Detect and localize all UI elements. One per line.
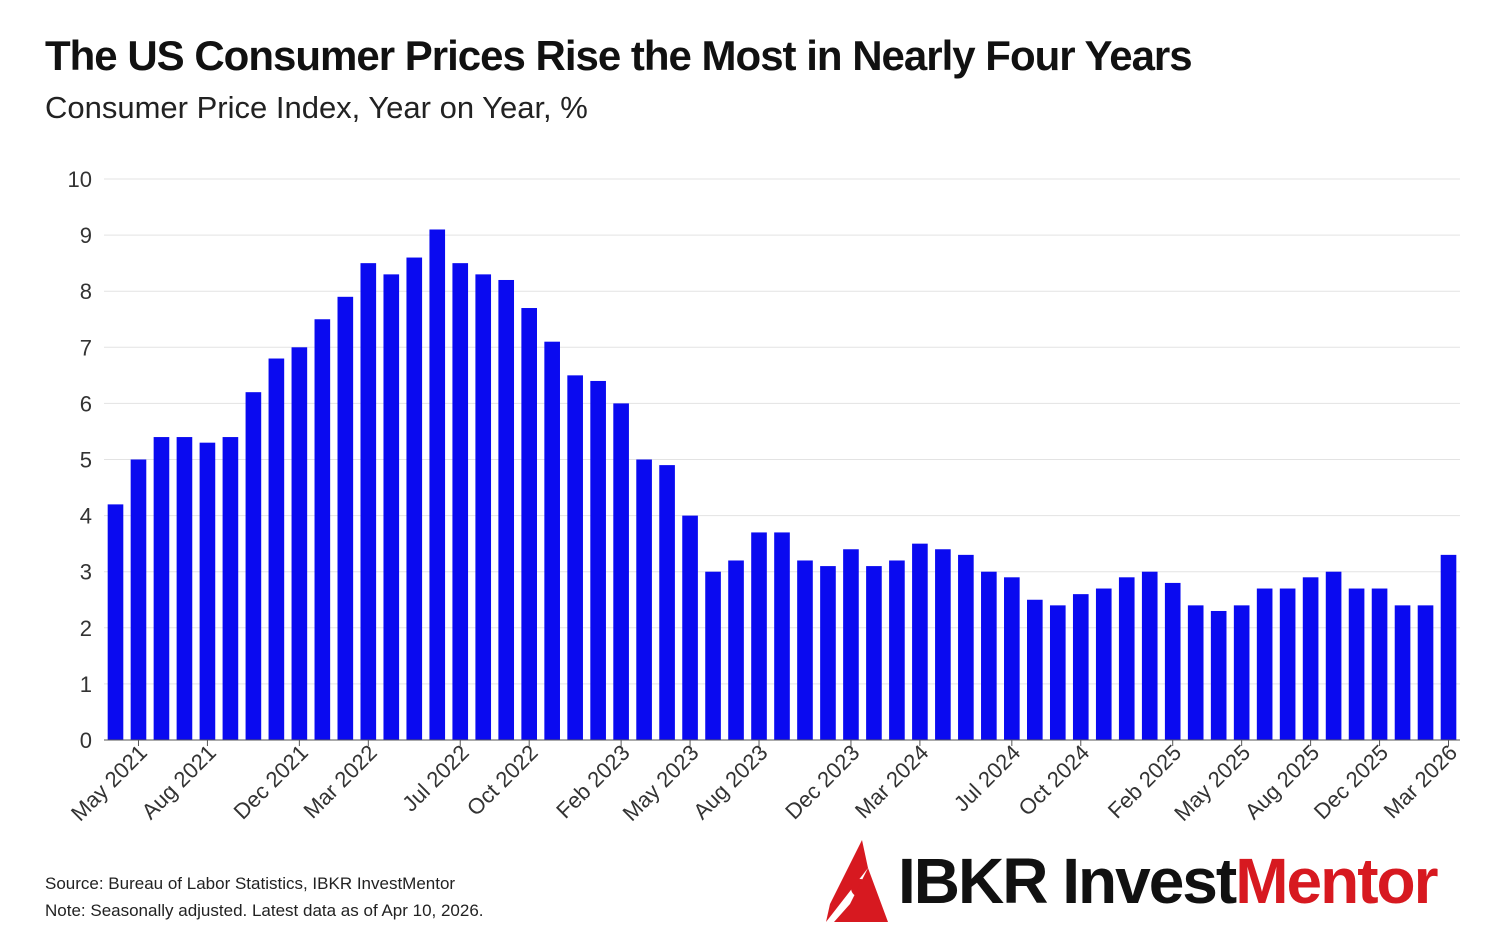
ibkr-investmentor-logo: IBKR InvestMentor <box>820 838 1470 928</box>
x-tick-label: Mar 2022 <box>298 740 381 823</box>
x-tick-label: Mar 2026 <box>1379 740 1462 823</box>
y-tick-label: 2 <box>80 616 92 641</box>
y-tick-label: 9 <box>80 223 92 248</box>
bar <box>797 560 813 740</box>
bar <box>889 560 905 740</box>
bar <box>866 566 882 740</box>
bar <box>981 571 997 740</box>
x-tick-label: Jul 2022 <box>397 740 474 817</box>
bar <box>429 229 446 741</box>
x-tick-label: Mar 2024 <box>850 740 933 823</box>
bar <box>820 566 836 740</box>
bar <box>1440 554 1457 740</box>
logo-wordmark: IBKR InvestMentor <box>898 844 1439 918</box>
y-tick-label: 6 <box>80 391 92 416</box>
bar <box>659 465 675 740</box>
logo-wordmark-mentor: Mentor <box>1235 845 1438 917</box>
bar <box>567 375 583 740</box>
bar <box>1210 610 1227 740</box>
bar <box>1302 577 1319 740</box>
x-tick-label: May 2023 <box>618 740 704 826</box>
x-tick-label: May 2025 <box>1169 740 1255 826</box>
ibkr-red-arrow-icon <box>826 840 888 922</box>
y-tick-label: 3 <box>80 560 92 585</box>
y-tick-label: 7 <box>80 335 92 360</box>
x-tick-label: Dec 2025 <box>1309 740 1393 824</box>
bar <box>1233 605 1250 740</box>
bar <box>1279 588 1296 740</box>
bar <box>774 532 790 740</box>
bar <box>1141 571 1158 740</box>
bar <box>337 296 354 740</box>
bar <box>1095 588 1112 740</box>
y-tick-label: 0 <box>80 728 92 753</box>
bar <box>544 341 560 740</box>
bar <box>245 392 262 740</box>
bar <box>1394 605 1411 740</box>
y-tick-label: 1 <box>80 672 92 697</box>
bar <box>176 437 193 740</box>
bar <box>1026 599 1043 740</box>
x-tick-label: Oct 2024 <box>1014 740 1095 821</box>
bar <box>613 403 629 740</box>
bar <box>1049 605 1066 740</box>
bar <box>1072 594 1089 740</box>
bar <box>1004 577 1020 740</box>
bar <box>1187 605 1204 740</box>
bar <box>1371 588 1388 740</box>
bar <box>705 571 721 740</box>
logo-wordmark-invest: IBKR Invest <box>898 845 1237 917</box>
y-tick-label: 10 <box>68 167 92 192</box>
bar <box>1256 588 1273 740</box>
chart-subtitle: Consumer Price Index, Year on Year, % <box>45 90 588 125</box>
bar <box>1164 582 1181 740</box>
bar <box>1417 605 1434 740</box>
y-tick-label: 4 <box>80 504 92 529</box>
bar <box>291 347 308 740</box>
bar <box>406 257 423 740</box>
x-tick-label: Dec 2021 <box>229 740 313 824</box>
bar <box>130 459 147 740</box>
chart-title: The US Consumer Prices Rise the Most in … <box>45 32 1193 79</box>
bar <box>682 515 698 740</box>
bar <box>590 380 606 740</box>
bar <box>107 504 124 740</box>
bar <box>935 549 951 740</box>
bar <box>958 554 974 740</box>
bar <box>728 560 744 740</box>
source-note: Source: Bureau of Labor Statistics, IBKR… <box>45 874 456 893</box>
x-tick-label: Aug 2021 <box>137 740 221 824</box>
bar <box>199 442 216 740</box>
bar <box>1325 571 1342 740</box>
bar <box>521 308 538 740</box>
bar <box>498 279 515 740</box>
x-tick-label: Oct 2022 <box>462 740 543 821</box>
bar <box>222 437 239 740</box>
bar <box>1118 577 1135 740</box>
x-tick-label: Aug 2023 <box>688 740 772 824</box>
bar <box>360 263 377 740</box>
data-note: Note: Seasonally adjusted. Latest data a… <box>45 901 484 920</box>
bar <box>751 532 767 740</box>
y-tick-label: 5 <box>80 448 92 473</box>
bar <box>636 459 652 740</box>
bar <box>314 319 331 740</box>
bar <box>1348 588 1365 740</box>
bar <box>268 358 285 740</box>
bar <box>843 549 859 740</box>
x-tick-label: Dec 2023 <box>780 740 864 824</box>
x-tick-label: Jul 2024 <box>949 740 1026 817</box>
bar <box>475 274 492 740</box>
bar <box>452 263 469 740</box>
bar <box>153 437 170 740</box>
x-tick-label: Aug 2025 <box>1240 740 1324 824</box>
bar <box>912 543 928 740</box>
y-tick-label: 8 <box>80 279 92 304</box>
bar <box>383 274 400 740</box>
